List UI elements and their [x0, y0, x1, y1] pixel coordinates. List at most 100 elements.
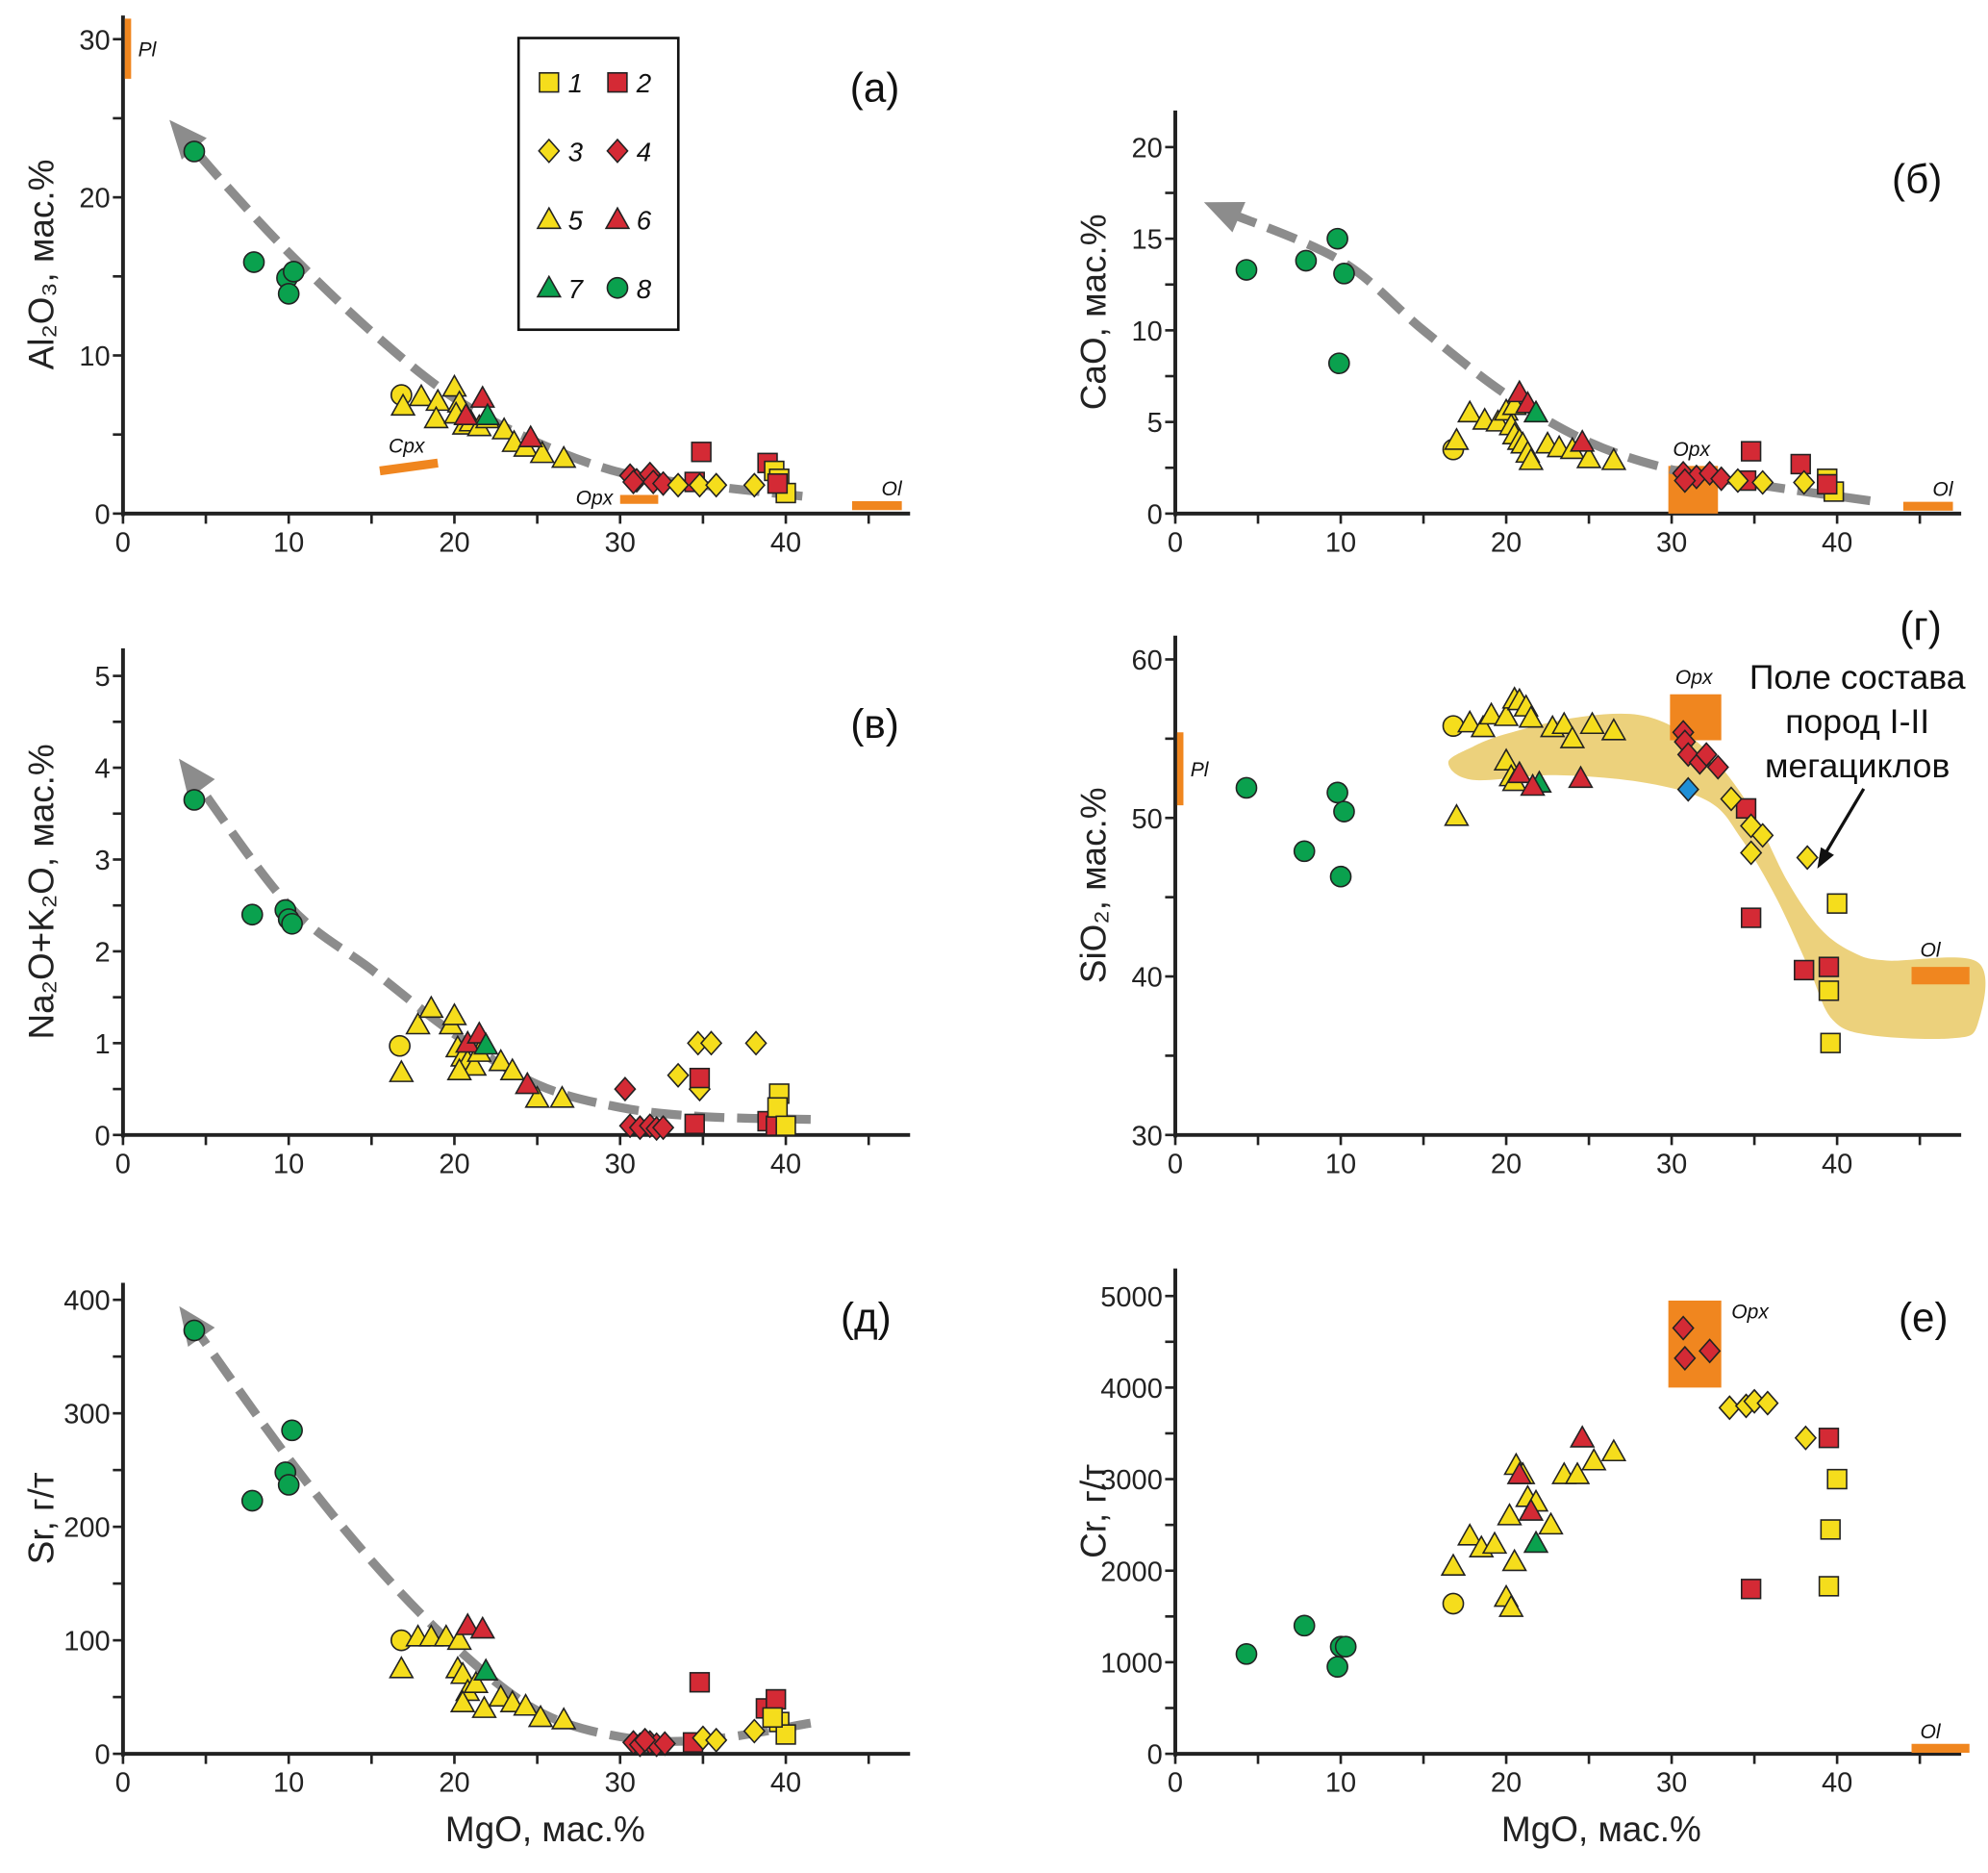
- data-point-4: [614, 1076, 637, 1102]
- x-tick-label: 20: [439, 1149, 469, 1179]
- data-point-5: [1559, 725, 1586, 748]
- data-point-8: [240, 1489, 264, 1512]
- data-point-2: [1817, 473, 1838, 495]
- data-point-5: [1493, 747, 1520, 771]
- legend-label: 1: [568, 68, 583, 98]
- data-point-5: [449, 1661, 476, 1684]
- data-point-5: [1501, 1548, 1527, 1572]
- panel-letter: (г): [1900, 604, 1941, 649]
- y-tick-label: 5: [1147, 408, 1163, 439]
- data-point-2: [767, 472, 789, 494]
- y-axis-label: Al₂O₃, мас.%: [21, 160, 61, 370]
- y-tick-label: 2: [95, 937, 111, 968]
- y-tick-label: 4: [95, 754, 111, 785]
- panel-letter: (в): [850, 701, 899, 747]
- arrowhead-icon: [1817, 847, 1834, 869]
- data-point-8: [277, 1474, 300, 1496]
- legend-item-5: 5: [536, 206, 584, 236]
- data-point-3: [1740, 840, 1763, 866]
- legend-label: 8: [637, 274, 652, 304]
- data-point-8: [240, 903, 264, 926]
- data-point-5: [463, 1670, 490, 1693]
- data-point-5: [389, 1656, 415, 1679]
- data-point-4: [1673, 468, 1697, 494]
- y-tick-label: 200: [63, 1513, 110, 1544]
- data-point-5: [1551, 711, 1577, 735]
- mineral-label: Pl: [138, 39, 158, 62]
- legend-item-8: 8: [606, 274, 652, 304]
- mineral-label: Ol: [1921, 1721, 1942, 1743]
- mineral-label: Opx: [1675, 667, 1714, 689]
- trend-arrowhead-icon: [179, 758, 215, 799]
- x-tick-label: 0: [115, 1768, 131, 1799]
- mineral-label: Ol: [1921, 940, 1942, 962]
- data-point-5: [1564, 1461, 1591, 1484]
- data-point-2: [1818, 1428, 1840, 1449]
- data-point-3: [667, 1062, 690, 1088]
- panel-letter: (б): [1892, 156, 1942, 201]
- y-tick-label: 10: [79, 342, 110, 372]
- x-tick-label: 40: [770, 1768, 801, 1799]
- y-tick-label: 1: [95, 1029, 111, 1060]
- data-point-4: [1699, 1338, 1722, 1364]
- data-point-5: [1600, 1438, 1627, 1462]
- data-point-2: [1794, 959, 1815, 981]
- y-tick-label: 50: [1132, 804, 1163, 835]
- data-point-4: [1672, 1315, 1695, 1341]
- trend-line: [189, 1322, 812, 1746]
- data-point-3: [1743, 1388, 1766, 1414]
- x-tick-label: 20: [1491, 1768, 1522, 1799]
- data-point-3: [705, 1727, 728, 1753]
- data-point-5: [1497, 1503, 1522, 1526]
- y-tick-label: 1000: [1100, 1648, 1163, 1679]
- panel-3: 0 10 20 30 40 30 40 50 60 SiO₂, мас.% (г) Pl Opx Ol По…: [1074, 604, 1986, 1179]
- data-point-4: [651, 470, 675, 496]
- data-point-8: [1327, 352, 1350, 375]
- y-axis-label: CaO, мас.%: [1074, 214, 1114, 410]
- data-point-1: [1826, 1468, 1848, 1490]
- data-point-4: [1695, 742, 1718, 768]
- data-point-y: [1442, 715, 1465, 738]
- x-axis-label-left: MgO, мас.%: [445, 1810, 645, 1849]
- data-point-5: [491, 417, 517, 440]
- data-point-4: [651, 1115, 675, 1141]
- data-point-5: [499, 1689, 525, 1713]
- data-point-5: [1518, 447, 1545, 470]
- data-point-3: [1720, 786, 1743, 812]
- data-point-8: [281, 1419, 303, 1442]
- data-point-8: [1235, 259, 1258, 281]
- data-point-5: [1456, 709, 1483, 733]
- y-tick-label: 5000: [1100, 1282, 1163, 1313]
- trend-arrowhead-icon: [1203, 202, 1246, 233]
- x-tick-label: 0: [1168, 1768, 1183, 1799]
- data-point-5: [471, 1695, 497, 1718]
- data-point-5: [550, 1707, 577, 1730]
- data-point-6: [515, 1071, 541, 1095]
- data-point-5: [529, 440, 555, 464]
- data-point-6: [1569, 1425, 1596, 1448]
- data-point-1: [1818, 980, 1840, 1001]
- y-tick-label: 400: [63, 1286, 110, 1317]
- y-tick-label: 100: [63, 1627, 110, 1658]
- data-point-5: [488, 1048, 514, 1072]
- panel-letter: (д): [841, 1295, 892, 1340]
- y-tick-label: 0: [95, 1121, 111, 1152]
- x-tick-label: 40: [770, 527, 801, 558]
- data-point-4: [621, 468, 645, 495]
- data-point-6: [517, 424, 543, 447]
- data-point-5: [1485, 409, 1511, 432]
- data-point-6: [1520, 772, 1546, 797]
- data-point-5: [1579, 711, 1605, 735]
- y-tick-label: 60: [1132, 645, 1163, 676]
- legend-symbol-5: [536, 206, 563, 230]
- data-point-b: [1676, 776, 1699, 802]
- x-tick-label: 10: [273, 1768, 304, 1799]
- data-point-3: [1718, 1395, 1741, 1421]
- data-point-5: [1478, 701, 1504, 725]
- data-point-8: [1326, 781, 1348, 804]
- x-tick-label: 10: [1325, 1768, 1356, 1799]
- field-annotation-line: Поле состава: [1749, 658, 1966, 696]
- data-point-7: [474, 402, 501, 425]
